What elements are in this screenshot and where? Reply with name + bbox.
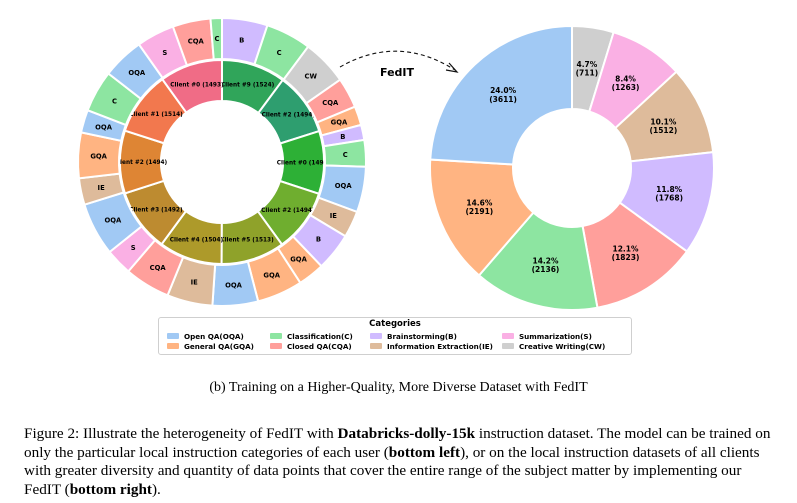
- outer-slice-s-15-label: S: [131, 244, 136, 252]
- arrowhead-icon: [445, 62, 459, 73]
- inner-slice-client-0-1493-label: Client #0 (1493): [170, 82, 224, 88]
- swatch-icon: [370, 333, 382, 339]
- slice-ie-label: 10.1% (1512): [650, 118, 678, 136]
- legend-item-cw: Creative Writing(CW): [502, 342, 605, 351]
- legend-title: Categories: [369, 319, 421, 329]
- inner-slice-client-1-1514-label: Client #1 (1514): [129, 112, 183, 118]
- outer-slice-b-5-label: B: [340, 133, 345, 141]
- legend-item-oqa: Open QA(OQA): [167, 332, 244, 341]
- arrow-label: FedIT: [380, 66, 414, 79]
- outer-slice-oqa-7-label: OQA: [335, 182, 353, 190]
- outer-slice-ie-13-label: IE: [191, 279, 199, 287]
- outer-slice-cqa-14-label: CQA: [150, 264, 167, 272]
- donut-chart: 4.7% (711) 8.4% (1263) 10.1% (1512) 11.8% (1768…: [429, 24, 715, 311]
- legend-item-s: Summarization(S): [502, 332, 592, 341]
- inner-slice-client-2-1494-label: Client #2 (1494): [262, 113, 316, 119]
- legend-item-ie: Information Extraction(IE): [370, 342, 493, 351]
- outer-slice-gqa-4-label: GQA: [331, 119, 348, 127]
- slice-s-label: 8.4% (1263): [612, 74, 640, 92]
- outer-slice-oqa-12-label: OQA: [225, 281, 243, 289]
- outer-slice-cqa-3-label: CQA: [322, 99, 339, 107]
- slice-cqa-label: 12.1% (1823): [612, 244, 640, 262]
- inner-slice-client-2-1494-label: Client #2 (1494): [261, 208, 315, 214]
- outer-slice-cw-2-label: CW: [305, 73, 318, 81]
- inner-slice-client-9-1524-label: Client #9 (1524): [221, 83, 275, 89]
- outer-slice-oqa-19-label: OQA: [95, 123, 113, 131]
- swatch-icon: [270, 343, 282, 349]
- inner-slice-client-2-1494-label: Client #2 (1494): [114, 160, 168, 166]
- slice-b-label: 11.8% (1768): [655, 185, 683, 203]
- slice-gqa-label: 14.6% (2191): [466, 198, 494, 216]
- slice-oqa: [429, 24, 573, 166]
- swatch-icon: [167, 343, 179, 349]
- swatch-icon: [167, 333, 179, 339]
- outer-slice-c-24-label: C: [215, 35, 220, 43]
- outer-slice-oqa-21-label: OQA: [128, 69, 146, 77]
- figure-canvas: Client #9 (1524) Client #2 (1494) Client #…: [77, 16, 715, 311]
- subcaption: (b) Training on a Higher-Quality, More D…: [209, 380, 588, 395]
- nested-donut-chart: Client #9 (1524) Client #2 (1494) Client #…: [77, 16, 367, 307]
- legend-item-b: Brainstorming(B): [370, 332, 457, 341]
- outer-slice-ie-8-label: IE: [330, 212, 338, 220]
- outer-slice-cqa-23-label: CQA: [188, 38, 205, 46]
- inner-slice-client-5-1513-label: Client #5 (1513): [220, 238, 274, 244]
- outer-slice-gqa-18-label: GQA: [90, 153, 107, 161]
- legend: Categories Open QA(OQA) General QA(GQA) …: [158, 317, 632, 355]
- figure-caption: Figure 2: Illustrate the heterogeneity o…: [24, 425, 771, 498]
- outer-slice-b-0-label: B: [239, 36, 244, 44]
- legend-item-cqa: Closed QA(CQA): [270, 342, 352, 351]
- outer-slice-gqa-10-label: GQA: [290, 255, 307, 263]
- swatch-icon: [370, 343, 382, 349]
- inner-slice-client-3-1492-label: Client #3 (1492): [129, 208, 183, 214]
- outer-slice-c-20-label: C: [112, 98, 117, 106]
- fedit-arrow: FedIT: [339, 50, 459, 79]
- outer-slice-c-24: [209, 16, 223, 61]
- swatch-icon: [270, 333, 282, 339]
- outer-slice-ie-17-label: IE: [98, 184, 106, 192]
- swatch-icon: [502, 343, 514, 349]
- slice-c-label: 14.2% (2136): [532, 256, 560, 274]
- slice-oqa-label: 24.0% (3611): [489, 86, 517, 104]
- legend-item-c: Classification(C): [270, 332, 353, 341]
- outer-slice-b-9-label: B: [316, 236, 321, 244]
- outer-slice-oqa-16-label: OQA: [104, 216, 122, 224]
- dashed-arrow-icon: [339, 50, 456, 71]
- legend-item-gqa: General QA(GQA): [167, 342, 254, 351]
- inner-slice-client-4-1504-label: Client #4 (1504): [170, 237, 224, 243]
- swatch-icon: [502, 333, 514, 339]
- slice-cw-label: 4.7% (711): [576, 60, 599, 78]
- inner-slice-client-0-1493-label: Client #0 (1493): [277, 160, 331, 166]
- outer-slice-c-6-label: C: [343, 151, 348, 159]
- outer-slice-gqa-11-label: GQA: [263, 271, 280, 279]
- slice-gqa: [429, 158, 535, 277]
- outer-slice-c-1-label: C: [277, 49, 282, 57]
- outer-slice-s-22-label: S: [162, 49, 167, 57]
